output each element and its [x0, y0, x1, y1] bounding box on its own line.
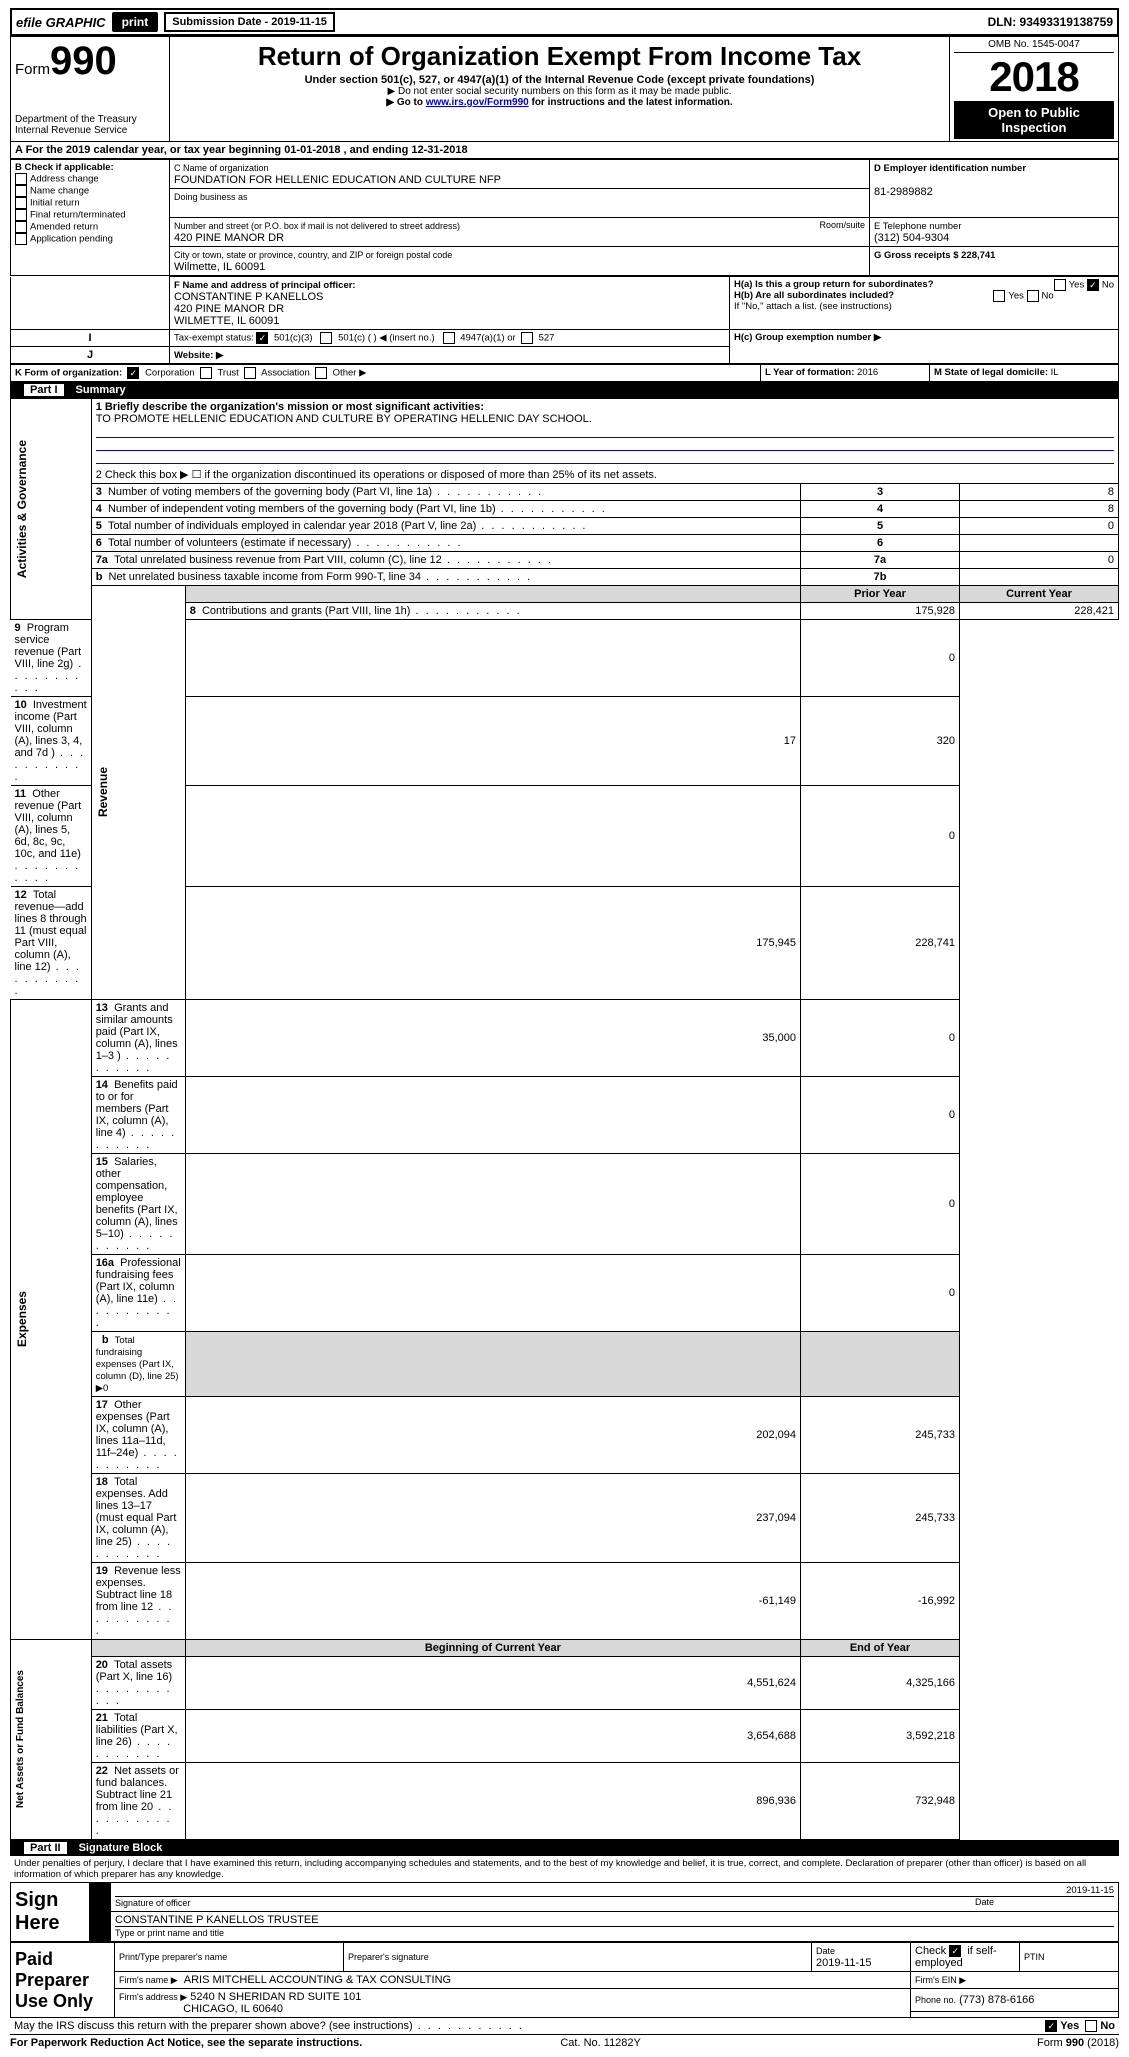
open-public: Open to Public Inspection	[954, 101, 1114, 139]
tax-year: 2018	[954, 53, 1114, 101]
side-ag: Activities & Governance	[15, 436, 29, 582]
checkbox-address[interactable]	[15, 173, 27, 185]
side-exp: Expenses	[15, 1287, 29, 1351]
part-i-header: Part I Summary	[10, 382, 1119, 398]
irs-link[interactable]: www.irs.gov/Form990	[426, 97, 529, 108]
form-number: Form990	[15, 39, 165, 84]
box-e: E Telephone number (312) 504-9304	[870, 218, 1119, 247]
period-line: A For the 2019 calendar year, or tax yea…	[10, 142, 1119, 159]
officer-name: CONSTANTINE P KANELLOS TRUSTEE	[115, 1914, 319, 1926]
k-trust[interactable]	[200, 367, 212, 379]
box-c-dba: Doing business as	[170, 189, 870, 218]
info-boxes: B Check if applicable: Address change Na…	[10, 159, 1119, 276]
form-title: Return of Organization Exempt From Incom…	[174, 41, 945, 72]
box-c-name: C Name of organization FOUNDATION FOR HE…	[170, 160, 870, 189]
preparer-block: Paid Preparer Use Only Print/Type prepar…	[10, 1942, 1119, 2018]
i-501c[interactable]	[320, 332, 332, 344]
box-f: F Name and address of principal officer:…	[170, 277, 730, 330]
box-b: B Check if applicable: Address change Na…	[11, 160, 170, 276]
box-d: D Employer identification number 81-2989…	[870, 160, 1119, 218]
discuss-line: May the IRS discuss this return with the…	[10, 2018, 971, 2034]
line2: 2 Check this box ▶ ☐ if the organization…	[91, 466, 1118, 484]
dept-label: Department of the TreasuryInternal Reven…	[15, 114, 165, 136]
k-corp[interactable]	[127, 367, 139, 379]
i-501c3[interactable]	[256, 332, 268, 344]
self-emp-check[interactable]	[949, 1945, 961, 1957]
hb-yes[interactable]	[993, 290, 1005, 302]
discuss-yes[interactable]	[1045, 2020, 1057, 2032]
note-link: ▶ Go to www.irs.gov/Form990 for instruct…	[174, 97, 945, 108]
penalty-text: Under penalties of perjury, I declare th…	[10, 1856, 1119, 1882]
firm-name: ARIS MITCHELL ACCOUNTING & TAX CONSULTIN…	[184, 1974, 451, 1986]
box-m: M State of legal domicile: IL	[930, 365, 1119, 382]
checkbox-namechg[interactable]	[15, 185, 27, 197]
box-i: Tax-exempt status: 501(c)(3) 501(c) ( ) …	[170, 330, 730, 347]
box-g: G Gross receipts $ 228,741	[870, 247, 1119, 276]
efile-label: efile GRAPHIC	[16, 15, 106, 30]
ha-no[interactable]	[1087, 279, 1099, 291]
box-c-addr: Number and street (or P.O. box if mail i…	[170, 218, 870, 247]
k-assoc[interactable]	[244, 367, 256, 379]
hdr-prior: Prior Year	[801, 586, 960, 603]
checkbox-final[interactable]	[15, 209, 27, 221]
topbar: efile GRAPHIC print Submission Date - 20…	[10, 8, 1119, 36]
checkbox-initial[interactable]	[15, 197, 27, 209]
phone: (773) 878-6166	[959, 1994, 1034, 2006]
dln: DLN: 93493319138759	[988, 15, 1113, 29]
note-ssn: ▶ Do not enter social security numbers o…	[174, 86, 945, 97]
sign-here: Sign Here	[11, 1883, 90, 1942]
paid-preparer: Paid Preparer Use Only	[11, 1943, 115, 2018]
submission-date: Submission Date - 2019-11-15	[164, 12, 335, 32]
footer: For Paperwork Reduction Act Notice, see …	[10, 2034, 1119, 2049]
ha-yes[interactable]	[1054, 279, 1066, 291]
box-j: Website: ▶	[170, 347, 730, 364]
k-other[interactable]	[315, 367, 327, 379]
box-h: H(a) Is this a group return for subordin…	[730, 277, 1119, 330]
checkbox-amended[interactable]	[15, 221, 27, 233]
hdr-boy: Beginning of Current Year	[185, 1640, 800, 1657]
hb-no[interactable]	[1027, 290, 1039, 302]
omb: OMB No. 1545-0047	[954, 39, 1114, 53]
i-4947[interactable]	[443, 332, 455, 344]
box-hc: H(c) Group exemption number ▶	[730, 330, 1119, 364]
print-button[interactable]: print	[112, 12, 159, 32]
line1-label: 1 Briefly describe the organization's mi…	[96, 401, 484, 413]
box-c-city: City or town, state or province, country…	[170, 247, 870, 276]
hdr-curr: Current Year	[960, 586, 1119, 603]
discuss-no[interactable]	[1085, 2020, 1097, 2032]
box-k: K Form of organization: Corporation Trus…	[11, 365, 761, 382]
i-527[interactable]	[521, 332, 533, 344]
line1-text: TO PROMOTE HELLENIC EDUCATION AND CULTUR…	[96, 413, 592, 425]
part-ii-header: Part II Signature Block	[10, 1840, 1119, 1856]
side-rev: Revenue	[96, 763, 110, 821]
box-l: L Year of formation: 2016	[761, 365, 930, 382]
form-header: Form990 Department of the TreasuryIntern…	[10, 36, 1119, 142]
summary-table: Activities & Governance 1 Briefly descri…	[10, 398, 1119, 1840]
sign-block: Sign Here 2019-11-15 Signature of office…	[10, 1882, 1119, 1942]
checkbox-pending[interactable]	[15, 233, 27, 245]
form-subtitle: Under section 501(c), 527, or 4947(a)(1)…	[174, 74, 945, 86]
hdr-eoy: End of Year	[801, 1640, 960, 1657]
